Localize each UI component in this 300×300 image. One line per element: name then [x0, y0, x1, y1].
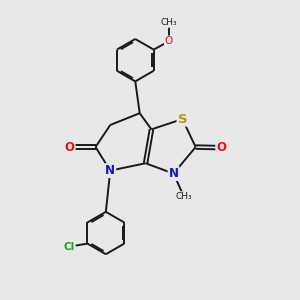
Text: N: N — [169, 167, 178, 180]
Text: Cl: Cl — [64, 242, 75, 252]
Text: O: O — [165, 36, 173, 46]
Text: N: N — [105, 164, 115, 177]
Text: CH₃: CH₃ — [160, 18, 177, 27]
Text: CH₃: CH₃ — [176, 192, 192, 201]
Text: S: S — [178, 112, 187, 126]
Text: O: O — [216, 141, 226, 154]
Text: O: O — [64, 141, 75, 154]
